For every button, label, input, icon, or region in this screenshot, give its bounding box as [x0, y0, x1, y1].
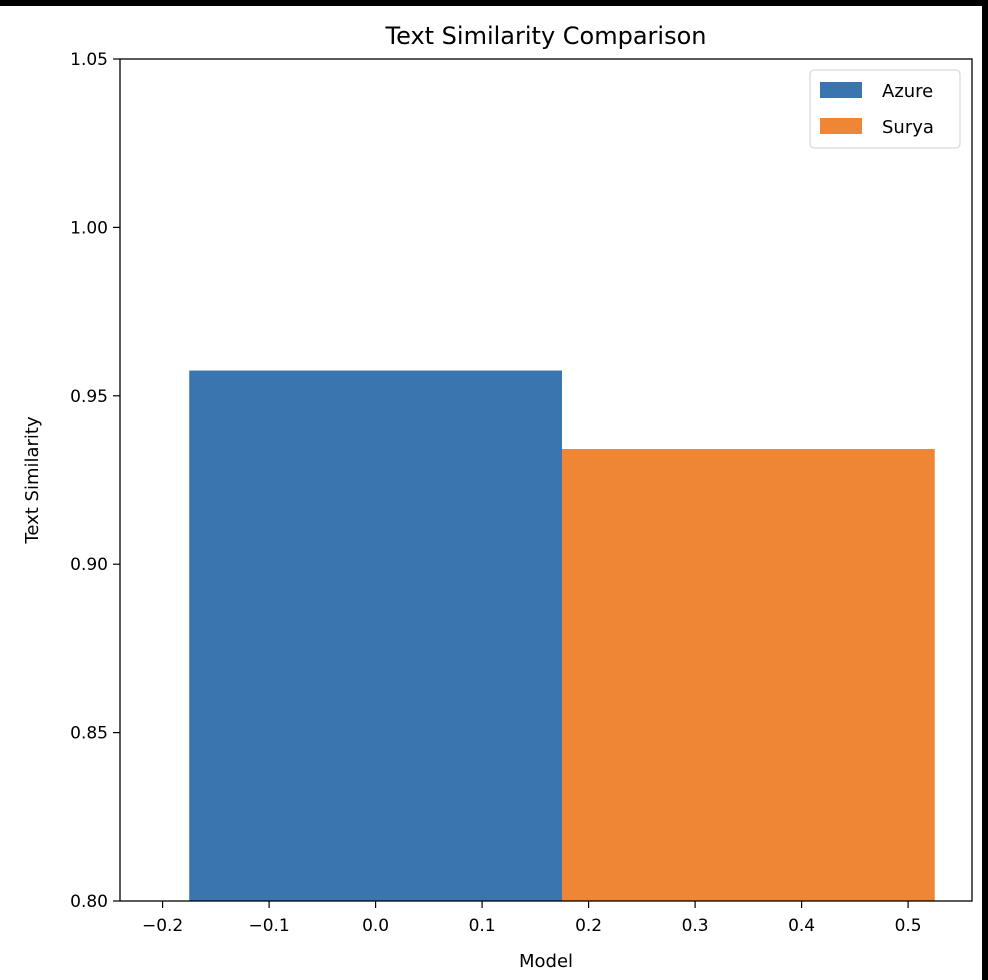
bar-surya — [561, 449, 935, 901]
x-tick-label: 0.3 — [682, 916, 709, 936]
chart-title: Text Similarity Comparison — [385, 22, 707, 50]
y-tick-label: 1.00 — [70, 218, 108, 238]
plot-frame — [119, 58, 973, 902]
x-tick-label: 0.5 — [895, 916, 922, 936]
y-tick-label: 0.90 — [70, 555, 108, 575]
legend-label-azure: Azure — [882, 81, 933, 102]
y-tick-label: 1.05 — [70, 50, 108, 70]
bars-group — [189, 370, 935, 901]
x-tick-label: −0.2 — [142, 916, 183, 936]
x-tick-label: 0.4 — [788, 916, 815, 936]
x-tick-label: 0.2 — [575, 916, 602, 936]
y-tick-label: 0.95 — [70, 387, 108, 407]
x-tick-label: 0.1 — [469, 916, 496, 936]
x-axis-label: Model — [519, 951, 573, 972]
x-axis-ticks: −0.2 −0.1 0.0 0.1 0.2 0.3 0.4 0.5 — [142, 901, 922, 936]
legend-swatch-azure — [820, 82, 862, 98]
legend-swatch-surya — [820, 118, 862, 134]
legend-label-surya: Surya — [882, 117, 934, 138]
y-tick-label: 0.80 — [70, 892, 108, 912]
x-tick-label: 0.0 — [362, 916, 389, 936]
x-tick-label: −0.1 — [248, 916, 289, 936]
legend: Azure Surya — [809, 69, 961, 149]
bar-azure — [189, 370, 562, 901]
y-tick-label: 0.85 — [70, 724, 108, 744]
y-axis-ticks: 0.80 0.85 0.90 0.95 1.00 1.05 — [70, 50, 120, 912]
y-axis-label: Text Similarity — [22, 416, 43, 545]
